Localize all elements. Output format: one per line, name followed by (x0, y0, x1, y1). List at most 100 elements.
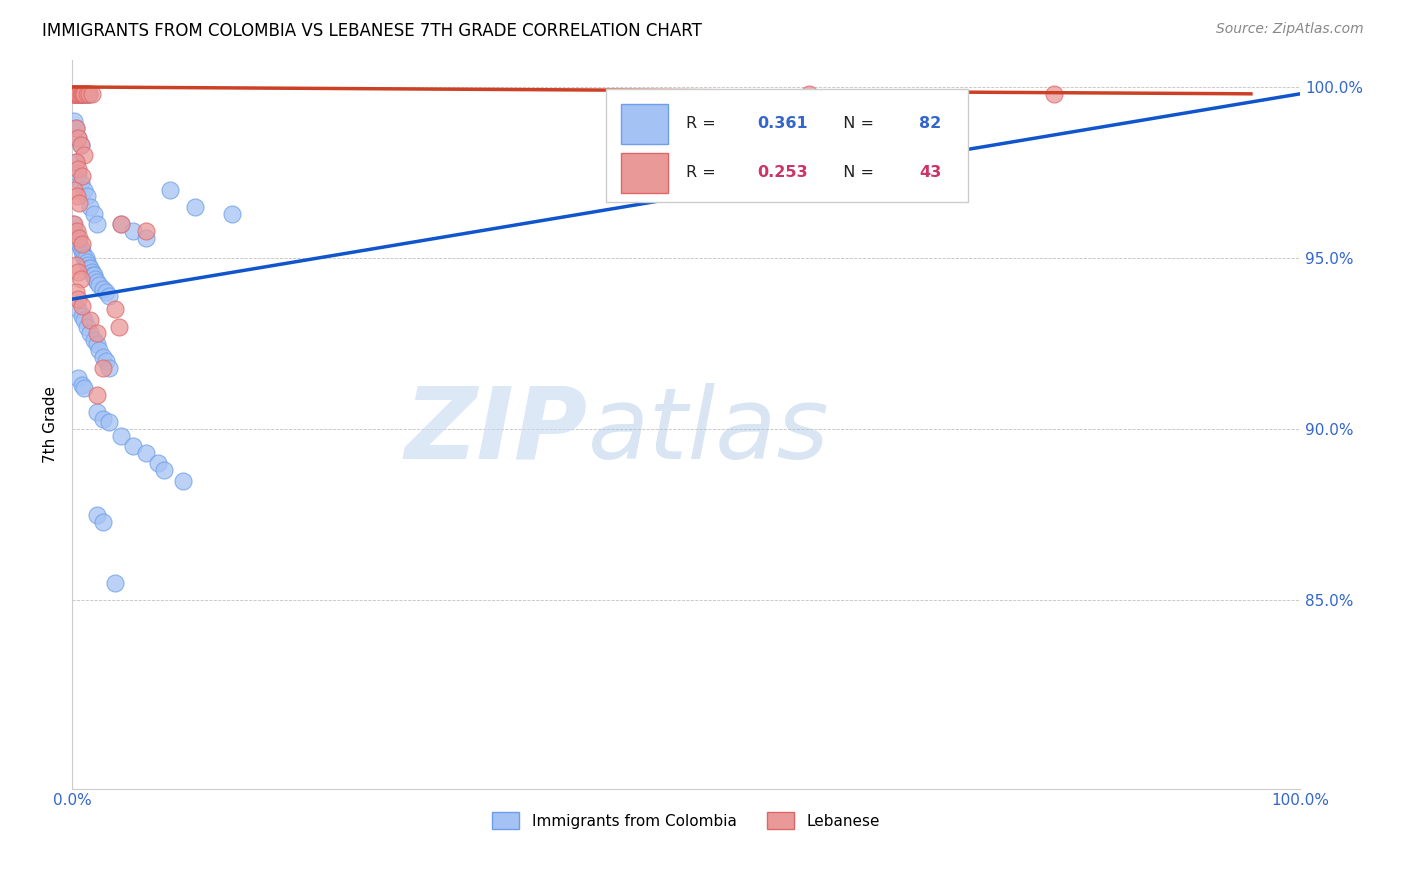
Point (86, 336, 108, 351)
Point (135, 224, 157, 238)
Point (87, 278, 110, 293)
Text: N =: N = (834, 116, 880, 131)
Point (79, 200, 101, 214)
Point (110, 217, 132, 231)
Point (65, 155, 87, 169)
Point (70, 87, 93, 101)
Point (80, 265, 103, 279)
Point (67, 165, 90, 179)
Point (146, 457, 169, 471)
Point (73, 251, 96, 265)
Point (86, 405, 108, 419)
Point (96, 285, 118, 300)
Text: N =: N = (834, 165, 880, 180)
Point (66, 87, 89, 101)
Text: atlas: atlas (588, 383, 830, 480)
Point (96, 353, 118, 368)
Point (76, 254, 98, 268)
Point (67, 196, 90, 211)
Point (104, 576, 127, 591)
FancyBboxPatch shape (606, 89, 969, 202)
Point (65, 155, 87, 169)
FancyBboxPatch shape (621, 103, 668, 144)
Point (184, 200, 207, 214)
Point (91, 360, 114, 375)
Text: R =: R = (686, 165, 721, 180)
Point (172, 474, 194, 488)
Point (153, 463, 176, 477)
Point (69, 241, 91, 255)
Point (66, 224, 89, 238)
Point (72, 87, 94, 101)
Point (73, 381, 96, 395)
Point (62, 87, 84, 101)
Point (110, 217, 132, 231)
Point (87, 343, 110, 358)
Point (76, 87, 98, 101)
Point (67, 371, 90, 385)
Point (65, 258, 87, 272)
Point (67, 87, 90, 101)
Point (65, 87, 87, 101)
Point (70, 237, 93, 252)
Text: R =: R = (686, 116, 721, 131)
Text: 0.361: 0.361 (758, 116, 808, 131)
Point (77, 87, 100, 101)
Point (67, 237, 90, 252)
Point (67, 292, 90, 306)
Point (75, 87, 97, 101)
Text: ZIP: ZIP (405, 383, 588, 480)
Point (77, 87, 100, 101)
Point (77, 87, 100, 101)
Point (84, 271, 107, 285)
Point (77, 258, 100, 272)
Point (76, 87, 98, 101)
Point (86, 217, 108, 231)
Point (91, 282, 114, 296)
Point (73, 87, 96, 101)
Text: 0.253: 0.253 (758, 165, 808, 180)
Point (91, 412, 114, 426)
Point (97, 415, 120, 429)
Point (70, 377, 93, 392)
Point (69, 87, 91, 101)
Point (67, 87, 90, 101)
Point (65, 121, 87, 136)
Point (86, 508, 108, 522)
Point (73, 312, 96, 326)
Point (91, 351, 114, 365)
Point (221, 206, 243, 220)
Point (67, 131, 90, 145)
Point (63, 217, 86, 231)
Point (135, 230, 157, 244)
Point (67, 87, 90, 101)
Point (110, 429, 132, 443)
Point (67, 87, 90, 101)
Point (76, 319, 98, 334)
Point (67, 230, 90, 244)
Point (66, 230, 89, 244)
Point (63, 87, 86, 101)
Point (97, 360, 120, 375)
Point (79, 312, 101, 326)
FancyBboxPatch shape (621, 153, 668, 193)
Point (72, 247, 94, 261)
Point (122, 439, 145, 453)
Point (67, 131, 90, 145)
Point (70, 169, 93, 183)
Point (70, 244, 93, 259)
Point (63, 224, 86, 238)
Point (75, 251, 97, 265)
Point (69, 271, 91, 285)
Point (82, 268, 104, 283)
Text: Source: ZipAtlas.com: Source: ZipAtlas.com (1216, 22, 1364, 37)
Point (797, 87, 820, 101)
Text: 43: 43 (920, 165, 942, 180)
Point (63, 87, 86, 101)
Point (69, 138, 91, 153)
Text: 82: 82 (920, 116, 942, 131)
Point (67, 302, 90, 317)
Y-axis label: 7th Grade: 7th Grade (44, 385, 58, 463)
Point (70, 299, 93, 313)
Point (77, 261, 100, 276)
